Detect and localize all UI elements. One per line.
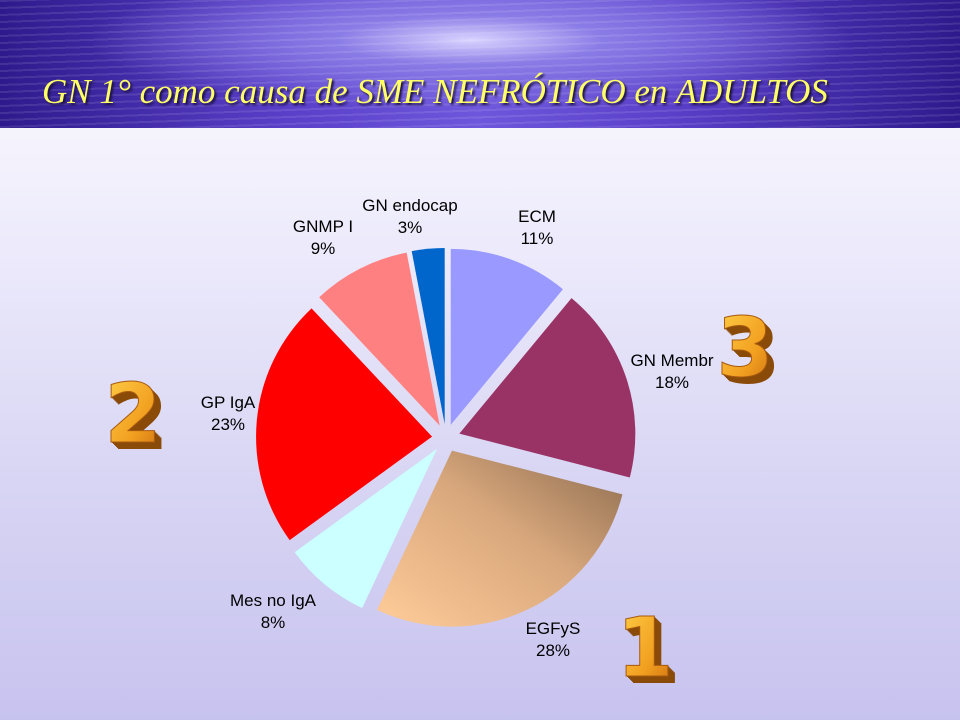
pie-slice-mes-no-iga — [294, 448, 438, 609]
slice-label-name: GNMP I — [293, 217, 353, 236]
svg-text:3: 3 — [717, 302, 774, 397]
svg-text:3: 3 — [722, 307, 779, 402]
slice-label-value: 3% — [398, 218, 423, 237]
svg-text:2: 2 — [104, 367, 161, 462]
svg-text:1: 1 — [620, 605, 677, 700]
svg-text:1: 1 — [619, 604, 676, 699]
svg-text:2: 2 — [109, 372, 166, 467]
pie-slice-egfys — [377, 450, 623, 627]
title-banner — [0, 0, 960, 128]
slice-label-value: 8% — [261, 613, 286, 632]
svg-text:2: 2 — [108, 371, 165, 466]
svg-text:1: 1 — [622, 607, 679, 702]
slice-label-egfys: EGFyS 28% — [526, 619, 581, 660]
svg-text:3: 3 — [723, 308, 780, 403]
svg-text:3: 3 — [718, 303, 775, 398]
slice-label-value: 18% — [655, 373, 689, 392]
pie-slice-gn-membr — [459, 298, 636, 478]
svg-text:1: 1 — [621, 606, 678, 701]
svg-text:2: 2 — [107, 370, 164, 465]
slice-label-gnmp-i: GNMP I 9% — [293, 217, 353, 258]
slice-label-name: GP IgA — [201, 393, 256, 412]
slide-title: GN 1° como causa de SME NEFRÓTICO en ADU… — [42, 72, 828, 111]
svg-text:2: 2 — [106, 369, 163, 464]
svg-text:1: 1 — [623, 608, 680, 703]
slice-label-name: GN endocap — [362, 196, 457, 215]
svg-text:3: 3 — [716, 301, 773, 396]
slice-label-name: Mes no IgA — [230, 591, 317, 610]
slice-label-name: GN Membr — [630, 351, 713, 370]
slice-label-mes-no-iga: Mes no IgA 8% — [230, 591, 317, 632]
svg-text:2: 2 — [111, 374, 168, 469]
svg-text:1: 1 — [618, 603, 675, 698]
slice-label-name: EGFyS — [526, 619, 581, 638]
svg-text:1: 1 — [617, 602, 674, 697]
svg-text:3: 3 — [719, 304, 776, 399]
pie-slice-gp-iga — [256, 308, 433, 541]
pie-slice-gnmp-i — [319, 252, 440, 426]
slice-label-gn-endocap: GN endocap 3% — [362, 196, 457, 237]
slice-label-ecm: ECM 11% — [518, 207, 556, 248]
slice-label-name: ECM — [518, 207, 556, 226]
slice-label-value: 11% — [521, 229, 554, 248]
pie-slice-gn-endocap — [411, 248, 445, 425]
pie-slice-ecm — [450, 248, 563, 425]
slice-label-gn-membr: GN Membr 18% — [630, 351, 713, 392]
svg-text:3: 3 — [721, 306, 778, 401]
slice-label-value: 23% — [211, 415, 245, 434]
svg-text:3: 3 — [720, 305, 777, 400]
svg-text:2: 2 — [105, 368, 162, 463]
slice-label-value: 28% — [536, 641, 570, 660]
svg-text:2: 2 — [110, 373, 167, 468]
svg-text:1: 1 — [616, 601, 673, 696]
slice-label-value: 9% — [311, 239, 336, 258]
slice-label-gp-iga: GP IgA 23% — [201, 393, 256, 434]
